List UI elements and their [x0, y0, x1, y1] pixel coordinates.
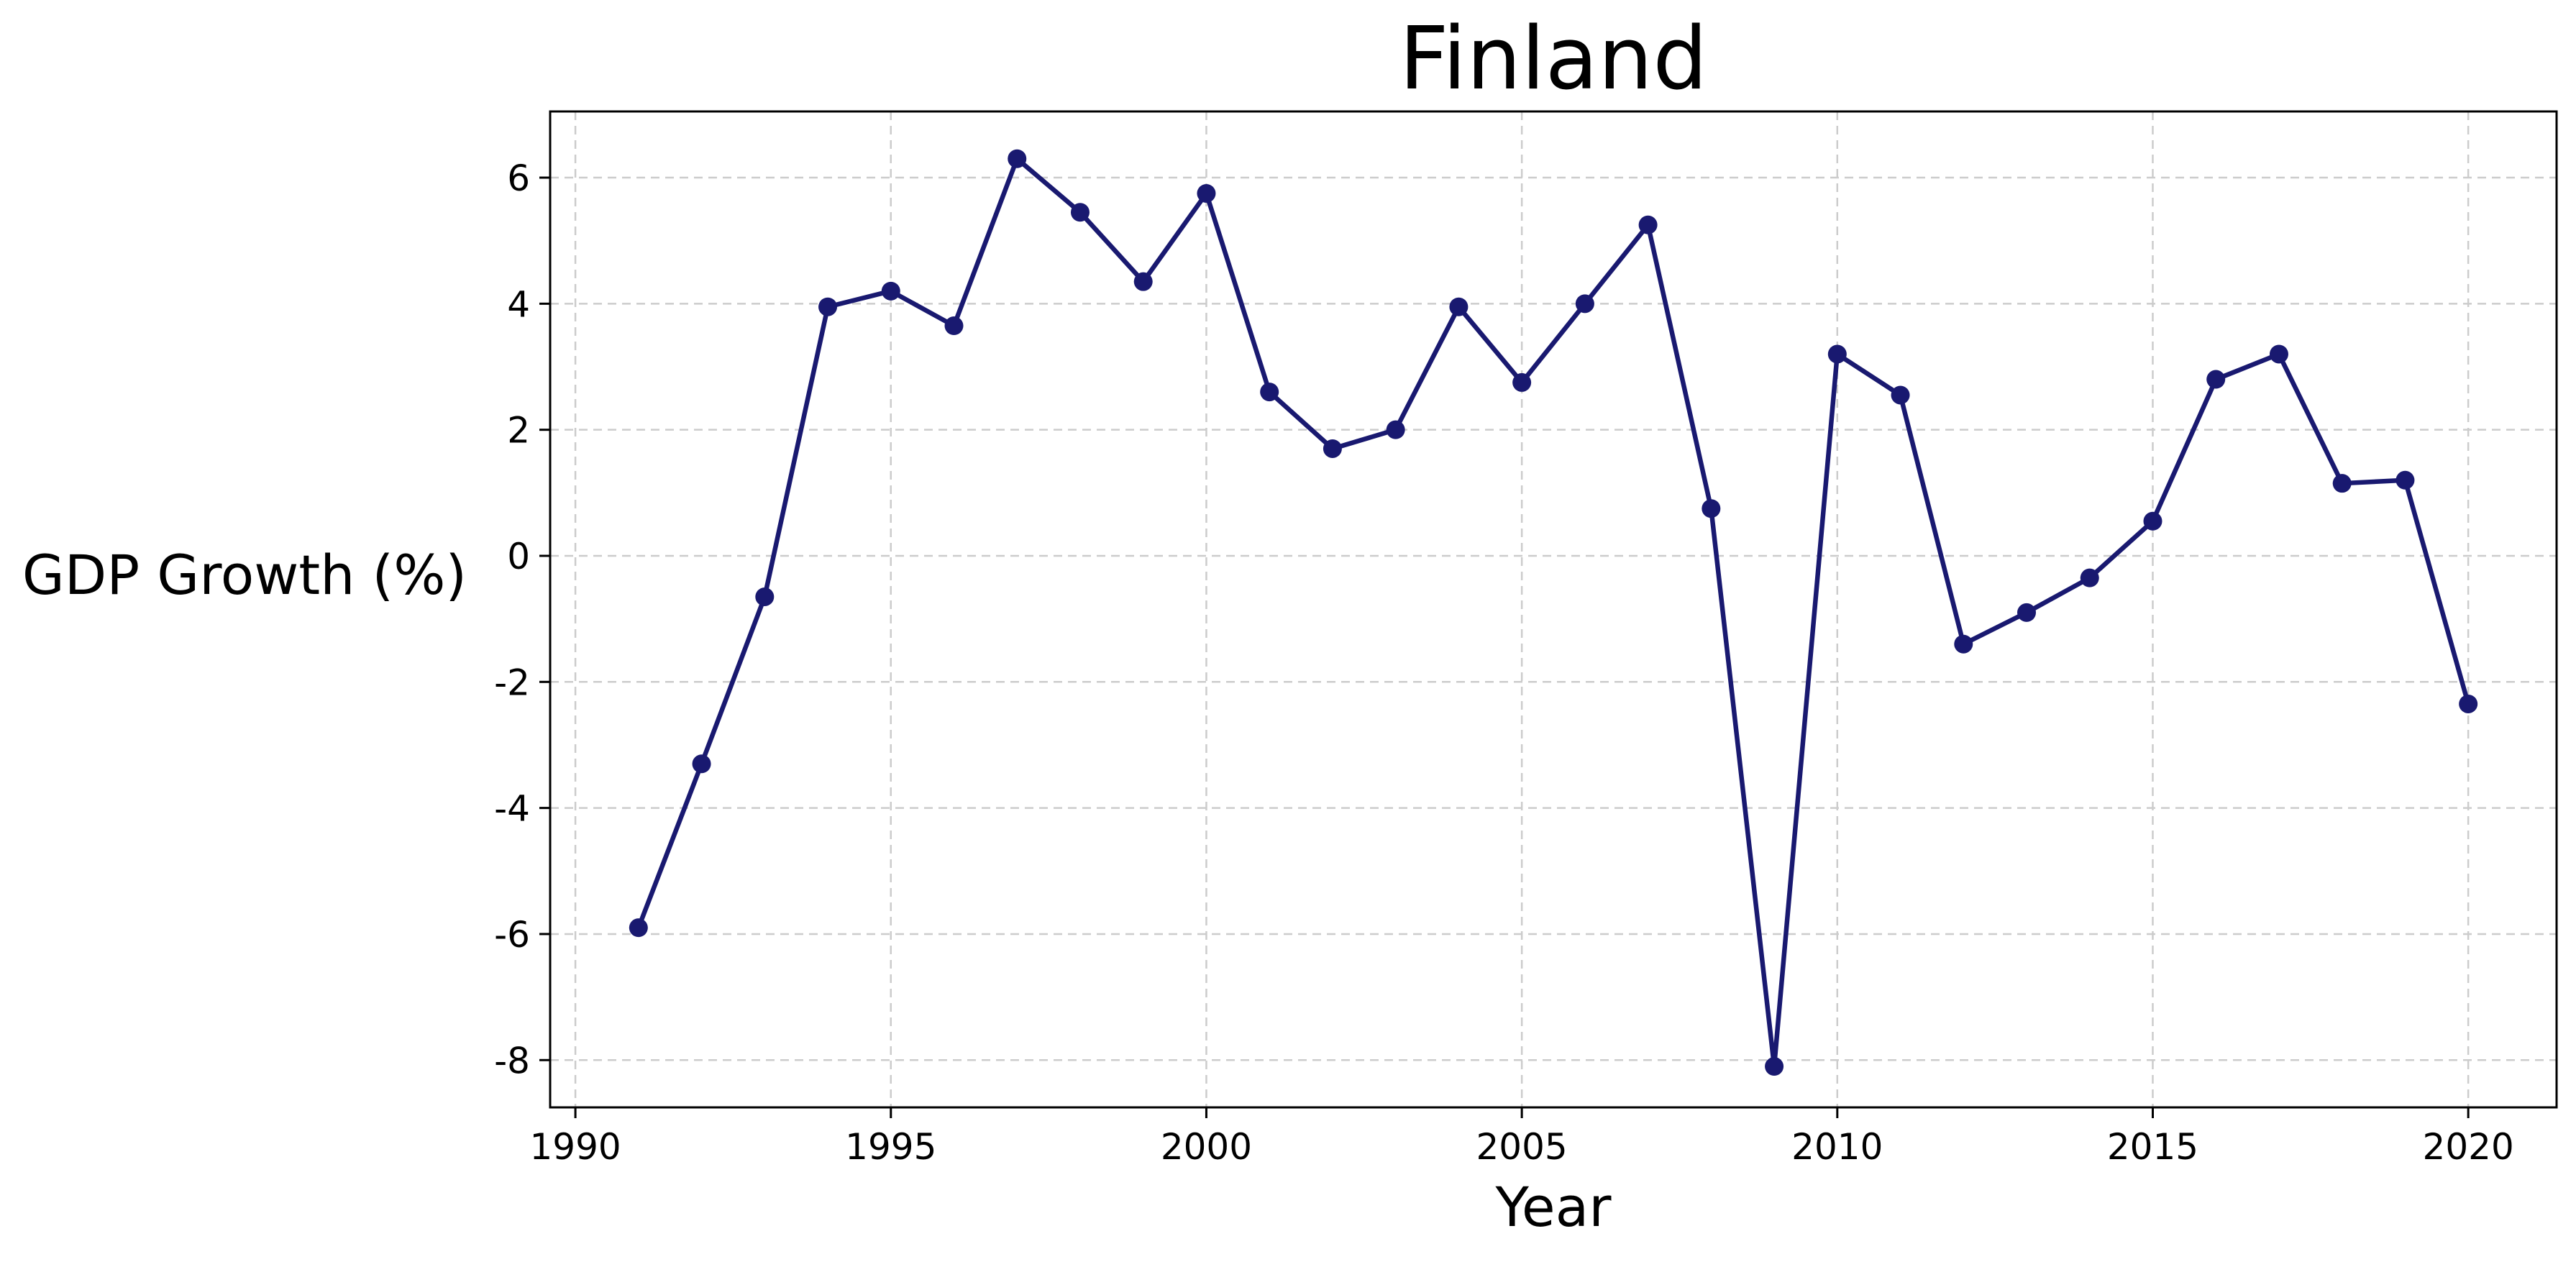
data-point	[1008, 149, 1027, 168]
x-tick-label: 2005	[1476, 1126, 1568, 1168]
x-tick-label: 2010	[1791, 1126, 1883, 1168]
data-point	[629, 918, 648, 938]
data-point	[944, 316, 964, 336]
data-point	[755, 587, 775, 606]
data-point	[1323, 439, 1342, 458]
data-series	[629, 149, 2478, 1076]
data-point	[1197, 183, 1216, 203]
data-point	[2395, 470, 2415, 490]
data-point	[1765, 1057, 1784, 1076]
y-axis-title: GDP Growth (%)	[22, 543, 467, 607]
x-tick-label: 2000	[1161, 1126, 1252, 1168]
data-point	[1512, 372, 1532, 392]
data-point	[818, 297, 838, 316]
data-point	[1702, 499, 1721, 518]
chart-title: Finland	[1399, 9, 1708, 109]
data-point	[2206, 370, 2226, 389]
axis-ticks: 1990 1995 2000 2005 2010 2015 2020 -8 -6 -4 -2 0 2 4 6	[494, 157, 2514, 1168]
data-point	[1449, 297, 1469, 316]
data-point	[1954, 634, 1973, 654]
y-tick-label: 4	[507, 283, 530, 325]
data-point	[1575, 294, 1594, 314]
y-tick-label: -4	[494, 788, 530, 830]
data-point	[1386, 420, 1405, 439]
x-axis-title: Year	[1495, 1175, 1612, 1239]
data-point	[1260, 383, 1279, 402]
data-point	[2143, 511, 2162, 531]
x-tick-label: 1995	[845, 1126, 936, 1168]
x-tick-label: 2015	[2107, 1126, 2198, 1168]
data-point	[2459, 694, 2478, 713]
y-tick-label: -2	[494, 662, 530, 703]
data-point	[1638, 215, 1658, 234]
series-line	[636, 156, 2471, 1069]
x-tick-label: 1990	[529, 1126, 621, 1168]
data-point	[692, 754, 711, 774]
plot-area	[549, 110, 2558, 1109]
grid-lines	[550, 111, 2557, 1107]
data-point	[1827, 344, 1847, 364]
data-point	[1070, 203, 1090, 222]
y-tick-label: 0	[507, 536, 530, 577]
y-tick-label: 2	[507, 410, 530, 452]
data-point	[2080, 568, 2099, 587]
y-tick-label: 6	[507, 157, 530, 199]
data-point	[2269, 344, 2288, 364]
data-point	[1891, 385, 1910, 405]
y-tick-label: -6	[494, 914, 530, 956]
data-point	[2332, 474, 2352, 493]
data-point	[1133, 272, 1153, 291]
x-tick-label: 2020	[2423, 1126, 2514, 1168]
y-tick-label: -8	[494, 1040, 530, 1081]
data-point	[2017, 603, 2037, 622]
data-point	[881, 281, 900, 301]
